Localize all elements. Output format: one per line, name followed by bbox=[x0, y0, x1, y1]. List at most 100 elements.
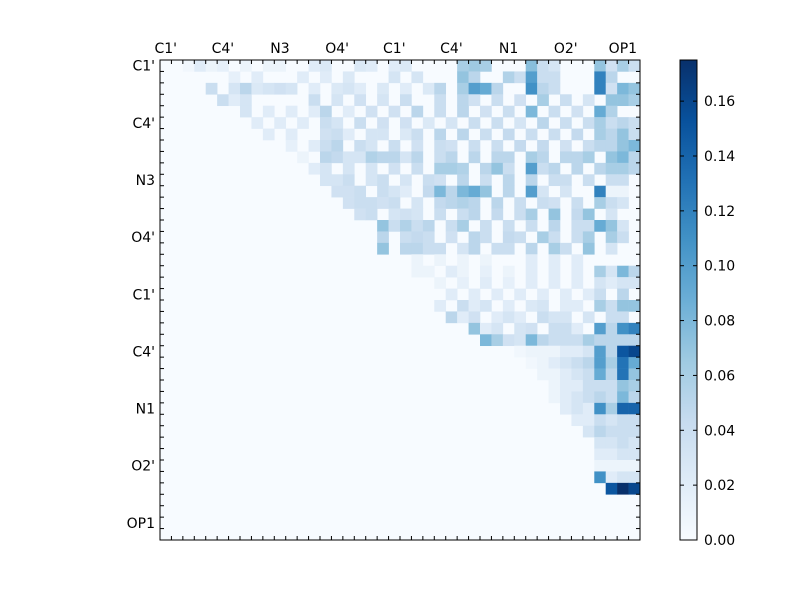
y-tick-label: C1' bbox=[132, 59, 155, 75]
heatmap-cell bbox=[605, 71, 618, 84]
heatmap-cell bbox=[617, 60, 629, 72]
heatmap-cell bbox=[605, 414, 618, 427]
heatmap-cell bbox=[411, 254, 424, 267]
heatmap-cell bbox=[605, 334, 618, 347]
heatmap-cell bbox=[605, 140, 618, 152]
heatmap-cell bbox=[548, 345, 561, 358]
heatmap-cell bbox=[605, 345, 618, 358]
y-tick-label: C4' bbox=[132, 344, 155, 360]
heatmap-cell bbox=[571, 391, 584, 404]
heatmap-cell bbox=[468, 82, 481, 95]
heatmap-cell bbox=[628, 437, 641, 449]
heatmap-cell bbox=[594, 82, 607, 95]
heatmap-cell bbox=[525, 128, 538, 141]
heatmap-cell bbox=[457, 174, 469, 187]
heatmap-cell bbox=[594, 128, 607, 141]
heatmap-cell bbox=[628, 471, 641, 484]
heatmap-cell bbox=[342, 151, 355, 164]
heatmap-cell bbox=[457, 208, 469, 221]
heatmap-cell bbox=[537, 94, 549, 107]
axis-tick-labels: C1' C4' N3 O4' C1' C4' N1 O2' OP1 C1' C4' N3 O4' C1' C… bbox=[127, 41, 637, 532]
heatmap-cell bbox=[571, 345, 584, 358]
heatmap-cell bbox=[502, 265, 515, 278]
heatmap-cell bbox=[468, 197, 481, 209]
heatmap-cell bbox=[548, 60, 561, 72]
heatmap-cell bbox=[422, 174, 435, 187]
heatmap-cell bbox=[548, 368, 561, 381]
heatmap-cell bbox=[365, 60, 378, 72]
heatmap-cell bbox=[354, 140, 367, 152]
heatmap-cell bbox=[491, 242, 504, 255]
heatmap-cell bbox=[434, 208, 447, 221]
heatmap-cell bbox=[628, 265, 641, 278]
heatmap-cell bbox=[514, 71, 527, 84]
heatmap-cell bbox=[262, 60, 275, 72]
heatmap-cell bbox=[457, 265, 469, 278]
heatmap-cell bbox=[537, 162, 549, 175]
heatmap-cell bbox=[560, 334, 572, 347]
heatmap-cell bbox=[537, 60, 549, 72]
heatmap-cell bbox=[445, 220, 458, 232]
heatmap-cell bbox=[617, 117, 629, 129]
heatmap-cell bbox=[537, 197, 549, 209]
heatmap-cell bbox=[491, 288, 504, 301]
heatmap-cell bbox=[274, 60, 287, 72]
heatmap-cell bbox=[262, 105, 275, 118]
heatmap-cell bbox=[434, 94, 447, 107]
heatmap-cell bbox=[594, 334, 607, 347]
heatmap-cell bbox=[320, 151, 332, 164]
heatmap-cell bbox=[457, 277, 469, 289]
colorbar-tick-label: 0.04 bbox=[704, 423, 735, 439]
heatmap-cell bbox=[342, 82, 355, 95]
heatmap-cell bbox=[365, 128, 378, 141]
heatmap-cell bbox=[548, 311, 561, 324]
heatmap-cell bbox=[377, 174, 389, 187]
heatmap-cell bbox=[320, 117, 332, 129]
heatmap-cell bbox=[548, 82, 561, 95]
heatmap-cell bbox=[502, 334, 515, 347]
heatmap-cell bbox=[514, 140, 527, 152]
heatmap-cell bbox=[548, 242, 561, 255]
heatmap-cell bbox=[525, 208, 538, 221]
heatmap-cell bbox=[502, 311, 515, 324]
heatmap-cell bbox=[628, 482, 641, 495]
heatmap-cell bbox=[491, 151, 504, 164]
heatmap-cell bbox=[365, 208, 378, 221]
heatmap-cell bbox=[605, 105, 618, 118]
heatmap-cell bbox=[605, 128, 618, 141]
heatmap-cell bbox=[571, 105, 584, 118]
heatmap-cell bbox=[514, 231, 527, 244]
heatmap-cell bbox=[434, 140, 447, 152]
heatmap-cell bbox=[457, 162, 469, 175]
heatmap-cell bbox=[628, 334, 641, 347]
heatmap-cell bbox=[354, 197, 367, 209]
heatmap-cell bbox=[400, 128, 412, 141]
heatmap-cell bbox=[422, 220, 435, 232]
heatmap-cell bbox=[457, 254, 469, 267]
heatmap-cell bbox=[605, 242, 618, 255]
heatmap-cell bbox=[502, 128, 515, 141]
heatmap-cell bbox=[377, 185, 389, 198]
heatmap-cell bbox=[594, 425, 607, 438]
heatmap-cell bbox=[194, 60, 207, 72]
heatmap-cell bbox=[502, 185, 515, 198]
heatmap-cell bbox=[628, 448, 641, 461]
heatmap-cell bbox=[480, 82, 492, 95]
heatmap-cell bbox=[628, 380, 641, 392]
heatmap-cell bbox=[434, 128, 447, 141]
heatmap-cell bbox=[594, 71, 607, 84]
heatmap-cell bbox=[605, 185, 618, 198]
heatmap-cell bbox=[297, 117, 309, 129]
heatmap-cell bbox=[594, 162, 607, 175]
heatmap-cell bbox=[582, 345, 595, 358]
colorbar-tick-label: 0.12 bbox=[704, 204, 735, 220]
heatmap-cell bbox=[605, 277, 618, 289]
heatmap-cell bbox=[525, 265, 538, 278]
heatmap-cell bbox=[331, 128, 344, 141]
heatmap-cell bbox=[605, 117, 618, 129]
heatmap-cell bbox=[400, 174, 412, 187]
heatmap-cell bbox=[445, 117, 458, 129]
heatmap-cell bbox=[480, 185, 492, 198]
heatmap-cell bbox=[308, 82, 321, 95]
heatmap-cell bbox=[468, 94, 481, 107]
